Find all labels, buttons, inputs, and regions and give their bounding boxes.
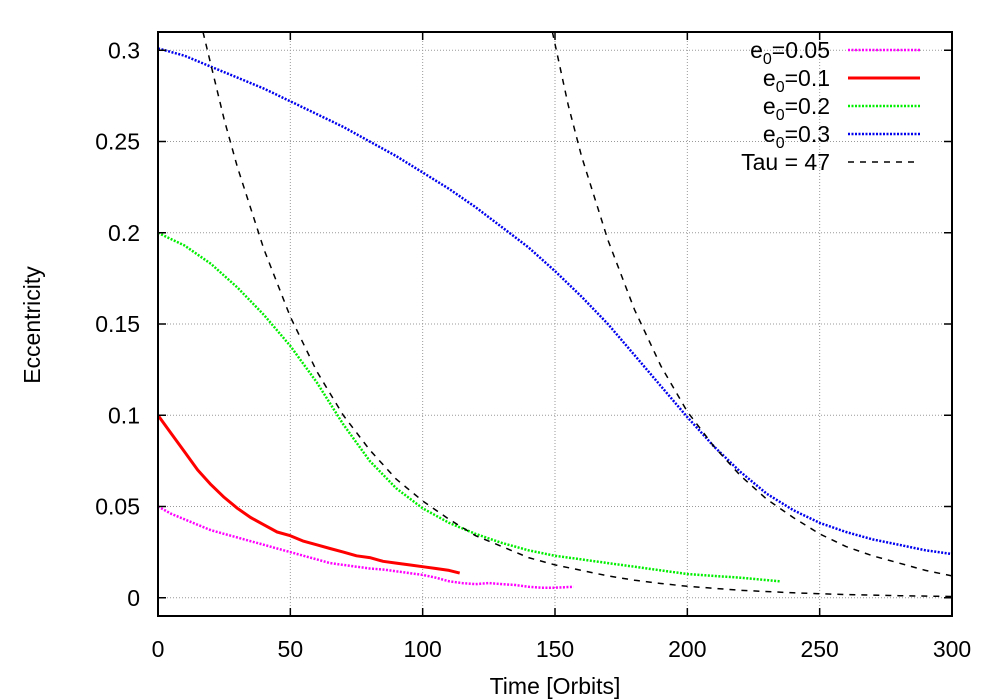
legend-label: e0=0.05 [750,37,830,68]
series-e0-0-1-line [158,414,461,575]
x-tick-label: 0 [152,636,165,662]
x-axis-label: Time [Orbits] [490,673,621,699]
x-tick-label: 150 [536,636,574,662]
x-tick-label: 200 [668,636,706,662]
series-tau-47-line [202,32,952,598]
y-tick-label: 0.2 [108,220,140,246]
x-tick-label: 250 [800,636,838,662]
series-e0-0-2-line [158,231,781,583]
legend-label: Tau = 47 [741,149,830,175]
x-tick-label: 50 [278,636,304,662]
series-e0-0-05-line [158,505,574,589]
legend-label: e0=0.2 [763,93,830,124]
y-tick-label: 0.05 [95,494,140,520]
x-tick-label: 100 [403,636,441,662]
x-tick-label: 300 [933,636,971,662]
y-tick-label: 0.15 [95,311,140,337]
series-e0-0-3-line [158,47,952,556]
axis-ticks: 0 50 100 150 200 250 300 0 0.05 0.1 0.15 0.2 0.25 0.3 [95,32,971,662]
y-axis-label: Eccentricity [19,266,45,384]
legend-label: e0=0.1 [763,65,830,96]
plot-area [158,32,952,598]
y-tick-label: 0 [127,585,140,611]
y-tick-label: 0.25 [95,129,140,155]
y-tick-label: 0.1 [108,402,140,428]
series-tau-curve-2-line [551,32,952,577]
y-tick-label: 0.3 [108,37,140,63]
legend-label: e0=0.3 [763,121,830,152]
